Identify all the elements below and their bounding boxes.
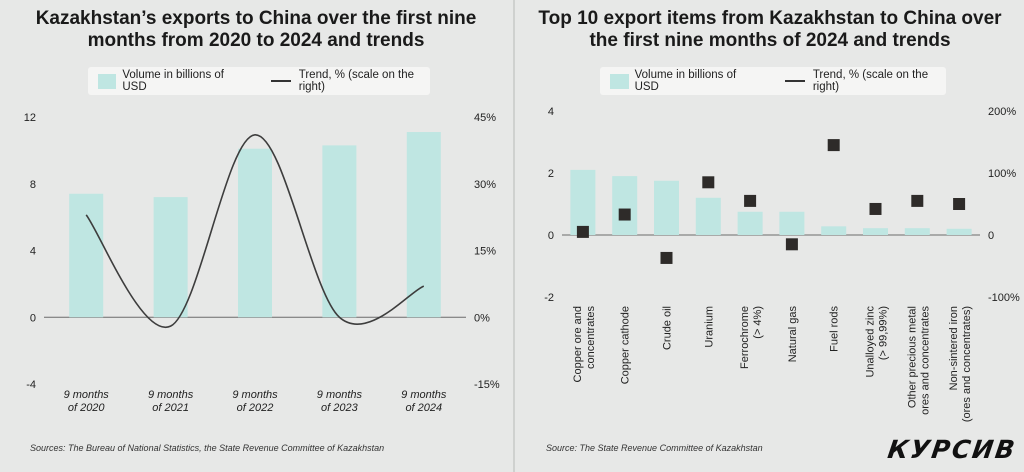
y-right-tick-label: 30% xyxy=(474,179,496,191)
x-tick-label-text: Non-sintered iron(ores and concentrates) xyxy=(948,306,973,422)
bar-volume xyxy=(946,228,972,235)
trend-marker xyxy=(827,139,840,152)
x-tick-label: Uranium xyxy=(703,306,715,348)
trend-marker xyxy=(744,194,757,207)
right-chart-panel: Top 10 export items from Kazakhstan to C… xyxy=(516,0,1024,472)
legend-trend-label: Trend, % (scale on the right) xyxy=(812,69,929,93)
y-left-tick-label: 2 xyxy=(548,168,554,180)
bar-volume xyxy=(69,193,104,318)
x-tick-label-text: Ferrochrome(> 4%) xyxy=(739,306,764,369)
trend-line xyxy=(85,133,425,328)
x-tick-label-text: Copper ore andconcentrates xyxy=(572,306,597,383)
bar-volume xyxy=(153,197,188,318)
y-left-tick-label: 0 xyxy=(30,312,36,324)
x-tick-label: 9 months of 2021 xyxy=(148,389,194,414)
kursiv-logo: КУРСИВ xyxy=(885,435,1019,464)
trend-marker xyxy=(785,238,798,251)
y-left-tick-label: 8 xyxy=(30,179,36,191)
right-chart-source: Source: The State Revenue Committee of K… xyxy=(546,443,763,453)
x-tick-label-text: Uranium xyxy=(703,306,715,348)
trend-marker xyxy=(953,198,966,210)
y-right-tick-label: -100% xyxy=(988,292,1020,304)
x-tick-label: Crude oil xyxy=(662,306,674,350)
y-left-tick-label: 4 xyxy=(548,106,554,118)
trend-marker xyxy=(911,194,924,207)
legend-item-trend: Trend, % (scale on the right) xyxy=(251,69,430,93)
y-left-tick-label: -4 xyxy=(26,379,36,391)
x-tick-label: Fuel rods xyxy=(829,306,841,352)
legend-item-trend: Trend, % (scale on the right) xyxy=(765,69,946,93)
y-left-tick-label: 4 xyxy=(30,246,36,258)
x-tick-label-text: Copper cathode xyxy=(620,306,632,384)
legend-item-volume: Volume in billions of USD xyxy=(610,69,755,93)
x-tick-label: 9 months of 2023 xyxy=(317,389,363,414)
y-right-tick-label: 15% xyxy=(474,246,496,258)
trend-marker xyxy=(576,225,589,238)
right-chart-title: Top 10 export items from Kazakhstan to C… xyxy=(538,8,1002,51)
legend-trend-label: Trend, % (scale on the right) xyxy=(298,69,415,93)
legend-bar-swatch xyxy=(610,73,629,89)
x-tick-label-text: Crude oil xyxy=(662,306,674,350)
legend-line-swatch xyxy=(270,80,291,82)
bar-volume xyxy=(904,228,930,235)
x-tick-label-text: Other precious metalores and concentrate… xyxy=(906,306,931,415)
legend-volume-label: Volume in billions of USD xyxy=(122,69,224,93)
y-right-tick-label: 100% xyxy=(988,168,1016,180)
x-tick-label: 9 months of 2020 xyxy=(64,389,110,414)
left-chart-panel: Kazakhstan’s exports to China over the f… xyxy=(24,8,500,453)
bar-volume xyxy=(863,228,888,235)
legend-item-volume: Volume in billions of USD xyxy=(98,69,241,93)
right-chart-plot: -2 0 2 4 -100% 0 100% 200% Copper ore andconcent… xyxy=(544,106,1020,422)
panel-divider xyxy=(513,0,515,472)
legend-bar-swatch xyxy=(98,73,117,89)
x-tick-label-text: Fuel rods xyxy=(829,306,841,352)
x-tick-label-text: Unalloyed zinc(> 99,99%) xyxy=(865,306,890,378)
right-chart-legend: Volume in billions of USD Trend, % (scal… xyxy=(600,67,946,95)
bar-volume xyxy=(737,211,763,235)
y-right-tick-label: 0% xyxy=(474,312,490,324)
x-tick-label: Non-sintered iron(ores and concentrates) xyxy=(948,306,973,422)
bar-volume xyxy=(779,211,805,235)
x-tick-label: 9 months of 2022 xyxy=(232,389,278,414)
x-tick-label: Unalloyed zinc(> 99,99%) xyxy=(865,306,890,378)
bar-volume xyxy=(406,132,441,318)
bar-volume xyxy=(238,148,272,318)
left-chart-source: Sources: The Bureau of National Statisti… xyxy=(30,443,385,453)
y-left-tick-label: 0 xyxy=(548,230,554,242)
y-right-tick-label: 200% xyxy=(988,106,1016,118)
legend-line-swatch xyxy=(784,80,805,82)
y-left-tick-label: -2 xyxy=(544,292,554,304)
x-tick-label: Other precious metalores and concentrate… xyxy=(906,306,931,415)
trend-marker xyxy=(702,176,715,189)
y-right-tick-label: 0 xyxy=(988,230,994,242)
trend-marker xyxy=(618,208,631,221)
bar-volume xyxy=(695,197,721,235)
bar-volume xyxy=(322,145,357,318)
legend-volume-label: Volume in billions of USD xyxy=(634,69,737,93)
trend-marker xyxy=(660,251,673,264)
trend-marker xyxy=(869,202,882,215)
left-chart-legend: Volume in billions of USD Trend, % (scal… xyxy=(88,67,430,95)
y-right-tick-label: 45% xyxy=(474,112,496,124)
x-tick-label-text: Natural gas xyxy=(787,306,799,363)
x-tick-label: Natural gas xyxy=(787,306,799,363)
bar-volume xyxy=(654,180,679,235)
y-left-tick-label: 12 xyxy=(24,112,36,124)
y-right-tick-label: -15% xyxy=(474,379,500,391)
x-tick-label: Ferrochrome(> 4%) xyxy=(739,306,764,369)
bar-volume xyxy=(570,169,596,235)
left-chart-plot: -4 0 4 8 12 -15% 0% 15% 30% 45% 9 months of 2020 9 m… xyxy=(24,112,500,414)
x-tick-label: Copper ore andconcentrates xyxy=(572,306,597,383)
bar-volume xyxy=(612,176,638,235)
x-tick-label: 9 months of 2024 xyxy=(401,389,447,414)
bar-volume xyxy=(821,226,847,235)
x-tick-label: Copper cathode xyxy=(620,306,632,384)
left-chart-title: Kazakhstan’s exports to China over the f… xyxy=(35,8,477,51)
